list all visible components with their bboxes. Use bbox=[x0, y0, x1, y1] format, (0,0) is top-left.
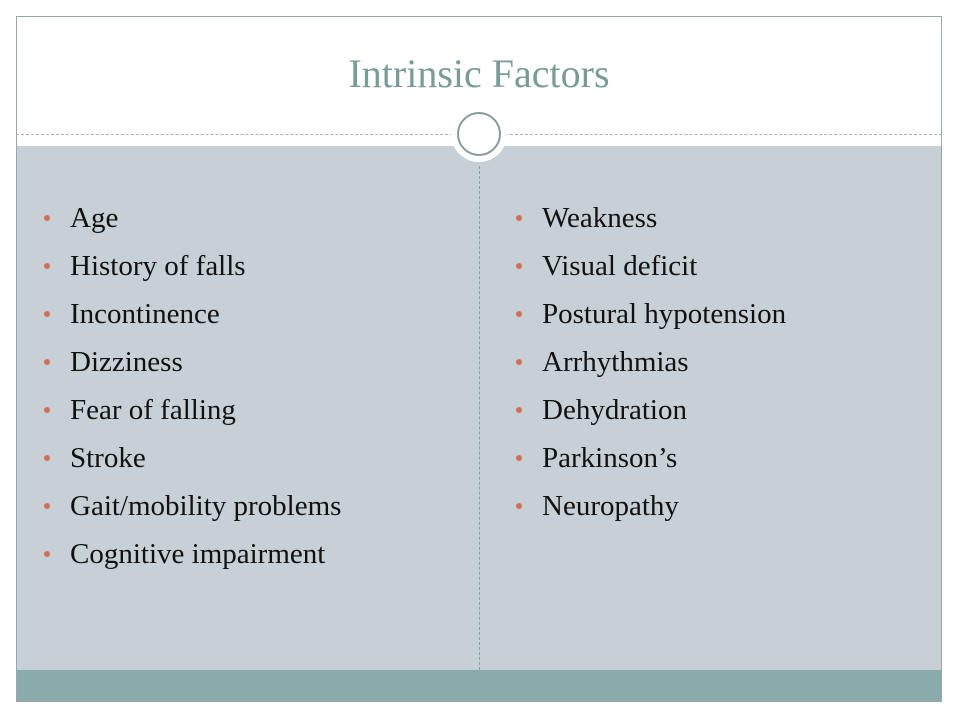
bullet-dot-icon bbox=[44, 359, 50, 365]
list-item-text: Postural hypotension bbox=[542, 298, 787, 330]
bullet-dot-icon bbox=[516, 311, 522, 317]
slide-title: Intrinsic Factors bbox=[348, 51, 610, 96]
list-item-text: Stroke bbox=[70, 442, 146, 474]
bullet-dot-icon bbox=[44, 263, 50, 269]
bullet-dot-icon bbox=[516, 215, 522, 221]
list-item: Age bbox=[40, 196, 341, 244]
bullet-dot-icon bbox=[516, 503, 522, 509]
bullet-dot-icon bbox=[44, 455, 50, 461]
right-bullet-list: Weakness Visual deficit Postural hypoten… bbox=[512, 196, 786, 532]
bullet-dot-icon bbox=[516, 359, 522, 365]
list-item: Stroke bbox=[40, 436, 341, 484]
list-item-text: Dizziness bbox=[70, 346, 183, 378]
list-item-text: Parkinson’s bbox=[542, 442, 678, 474]
circle-ornament-icon bbox=[451, 106, 507, 162]
list-item-text: Dehydration bbox=[542, 394, 687, 426]
list-item-text: Visual deficit bbox=[542, 250, 698, 282]
list-item: Gait/mobility problems bbox=[40, 484, 341, 532]
list-item: Incontinence bbox=[40, 292, 341, 340]
list-item: Fear of falling bbox=[40, 388, 341, 436]
bullet-dot-icon bbox=[44, 407, 50, 413]
bullet-dot-icon bbox=[44, 551, 50, 557]
column-divider bbox=[479, 166, 480, 670]
list-item: Dehydration bbox=[512, 388, 786, 436]
circle-ring-icon bbox=[457, 112, 501, 156]
list-item-text: Neuropathy bbox=[542, 490, 679, 522]
bullet-dot-icon bbox=[516, 407, 522, 413]
bullet-dot-icon bbox=[516, 455, 522, 461]
bullet-dot-icon bbox=[44, 503, 50, 509]
list-item: Arrhythmias bbox=[512, 340, 786, 388]
left-bullet-list: Age History of falls Incontinence Dizzin… bbox=[40, 196, 341, 580]
list-item-text: Fear of falling bbox=[70, 394, 236, 426]
list-item: Neuropathy bbox=[512, 484, 786, 532]
bullet-dot-icon bbox=[516, 263, 522, 269]
list-item: Dizziness bbox=[40, 340, 341, 388]
footer-band bbox=[17, 670, 941, 701]
list-item-text: Incontinence bbox=[70, 298, 220, 330]
list-item: Visual deficit bbox=[512, 244, 786, 292]
list-item: History of falls bbox=[40, 244, 341, 292]
list-item-text: Weakness bbox=[542, 202, 658, 234]
list-item: Postural hypotension bbox=[512, 292, 786, 340]
bullet-dot-icon bbox=[44, 311, 50, 317]
list-item-text: Cognitive impairment bbox=[70, 538, 326, 570]
list-item: Cognitive impairment bbox=[40, 532, 341, 580]
list-item-text: Arrhythmias bbox=[542, 346, 689, 378]
list-item: Parkinson’s bbox=[512, 436, 786, 484]
list-item-text: Gait/mobility problems bbox=[70, 490, 342, 522]
list-item: Weakness bbox=[512, 196, 786, 244]
list-item-text: History of falls bbox=[70, 250, 246, 282]
list-item-text: Age bbox=[70, 202, 119, 234]
bullet-dot-icon bbox=[44, 215, 50, 221]
